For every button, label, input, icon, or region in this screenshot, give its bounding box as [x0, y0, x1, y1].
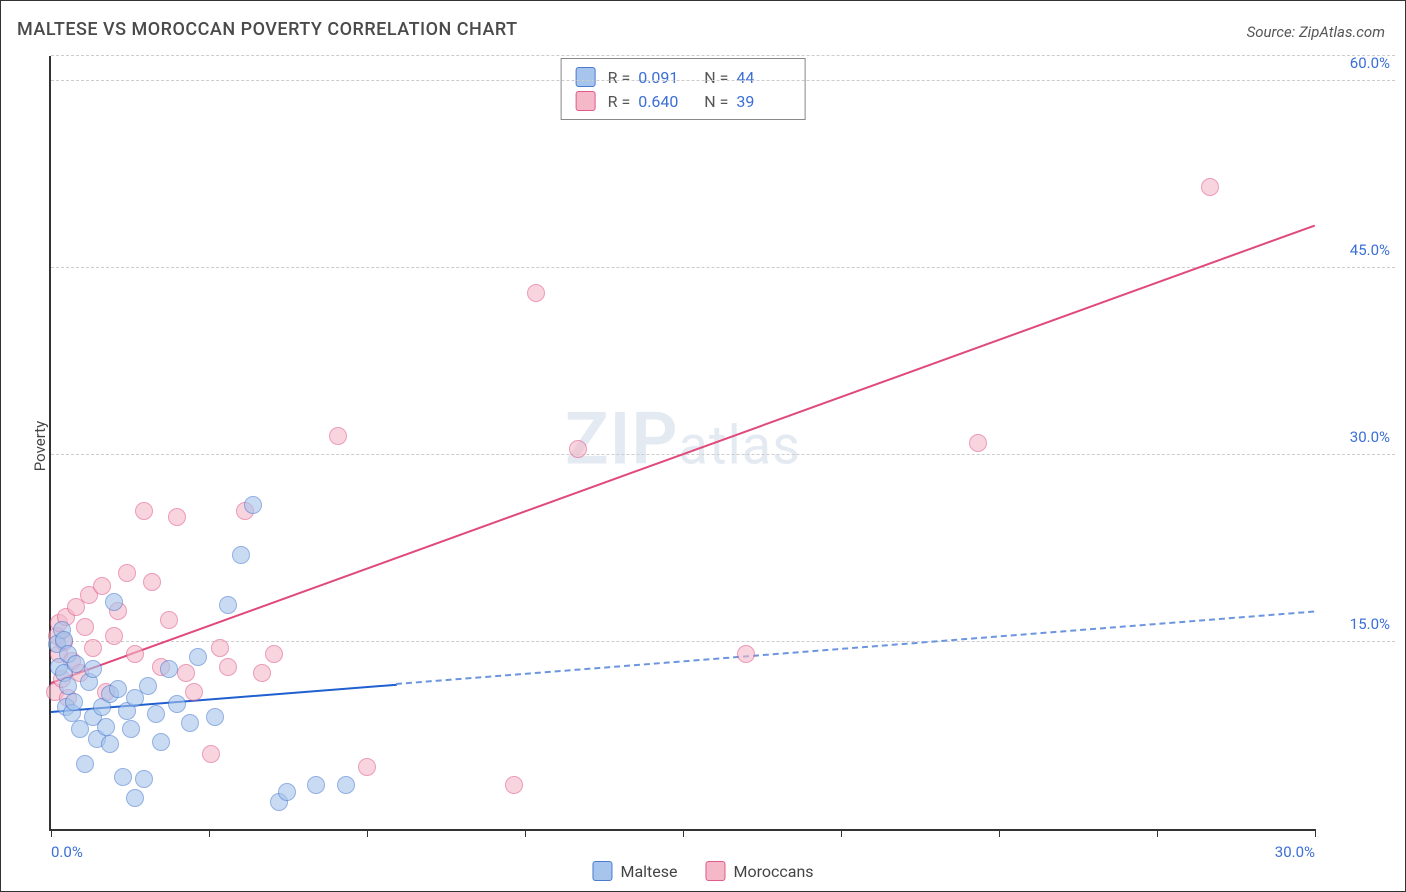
legend-label-moroccans: Moroccans: [734, 862, 814, 881]
gridline: [51, 641, 1395, 642]
gridline: [51, 454, 1395, 455]
r-label: R =: [608, 92, 631, 111]
chart-container: MALTESE VS MOROCCAN POVERTY CORRELATION …: [0, 0, 1406, 892]
x-tick: [841, 829, 842, 837]
watermark: ZIPatlas: [565, 396, 801, 481]
moroccan-point: [329, 427, 347, 445]
moroccan-point: [160, 611, 178, 629]
maltese-point: [181, 714, 199, 732]
moroccan-point: [76, 618, 94, 636]
x-tick-label-min: 0.0%: [51, 843, 83, 861]
moroccan-point: [118, 564, 136, 582]
maltese-point: [147, 705, 165, 723]
maltese-point: [337, 776, 355, 794]
maltese-point: [206, 708, 224, 726]
x-tick: [525, 829, 526, 837]
x-tick-label-max: 30.0%: [1275, 843, 1315, 861]
legend-row-maltese: R = 0.091 N = 44: [576, 65, 791, 89]
maltese-point: [232, 546, 250, 564]
swatch-moroccans: [576, 91, 596, 111]
maltese-point: [244, 496, 262, 514]
maltese-point: [65, 693, 83, 711]
y-axis-label: Poverty: [31, 421, 49, 471]
maltese-point: [101, 735, 119, 753]
moroccan-point: [168, 508, 186, 526]
moroccan-point: [265, 645, 283, 663]
swatch-maltese: [592, 861, 612, 881]
trend-line: [396, 611, 1315, 685]
maltese-point: [76, 755, 94, 773]
x-tick: [1157, 829, 1158, 837]
maltese-point: [84, 660, 102, 678]
legend-row-moroccans: R = 0.640 N = 39: [576, 89, 791, 113]
maltese-point: [135, 770, 153, 788]
maltese-point: [105, 593, 123, 611]
maltese-point: [189, 648, 207, 666]
n-label: N =: [704, 92, 728, 111]
n-value-moroccans: 39: [736, 92, 790, 111]
maltese-point: [97, 718, 115, 736]
gridline: [51, 55, 1395, 56]
source-attribution: Source: ZipAtlas.com: [1247, 23, 1385, 41]
swatch-moroccans: [706, 861, 726, 881]
x-tick: [367, 829, 368, 837]
maltese-point: [114, 768, 132, 786]
maltese-point: [109, 680, 127, 698]
x-tick: [999, 829, 1000, 837]
r-value-maltese: 0.091: [638, 68, 692, 87]
x-tick: [1315, 829, 1316, 837]
maltese-point: [307, 776, 325, 794]
legend-item-maltese: Maltese: [592, 861, 677, 881]
legend-item-moroccans: Moroccans: [706, 861, 814, 881]
x-tick: [683, 829, 684, 837]
r-value-moroccans: 0.640: [638, 92, 692, 111]
maltese-point: [278, 783, 296, 801]
x-tick: [209, 829, 210, 837]
moroccan-point: [737, 645, 755, 663]
plot-area: ZIPatlas R = 0.091 N = 44 R = 0.640 N = …: [49, 56, 1315, 831]
maltese-point: [126, 789, 144, 807]
swatch-maltese: [576, 67, 596, 87]
moroccan-point: [253, 664, 271, 682]
legend-label-maltese: Maltese: [620, 862, 677, 881]
r-label: R =: [608, 68, 631, 87]
y-tick-label: 15.0%: [1350, 615, 1390, 633]
moroccan-point: [177, 664, 195, 682]
maltese-point: [219, 596, 237, 614]
moroccan-point: [185, 683, 203, 701]
moroccan-point: [1201, 178, 1219, 196]
maltese-point: [168, 695, 186, 713]
maltese-point: [160, 660, 178, 678]
maltese-point: [122, 720, 140, 738]
maltese-point: [139, 677, 157, 695]
maltese-point: [67, 655, 85, 673]
moroccan-point: [505, 776, 523, 794]
maltese-point: [152, 733, 170, 751]
moroccan-point: [105, 627, 123, 645]
n-label: N =: [704, 68, 728, 87]
moroccan-point: [202, 745, 220, 763]
moroccan-point: [358, 758, 376, 776]
y-tick-label: 60.0%: [1350, 54, 1390, 72]
x-tick: [51, 829, 52, 837]
moroccan-point: [969, 434, 987, 452]
n-value-maltese: 44: [736, 68, 790, 87]
moroccan-point: [93, 577, 111, 595]
moroccan-point: [126, 645, 144, 663]
series-legend: Maltese Moroccans: [592, 861, 813, 881]
moroccan-point: [84, 639, 102, 657]
moroccan-point: [219, 658, 237, 676]
moroccan-point: [211, 639, 229, 657]
gridline: [51, 80, 1395, 81]
moroccan-point: [569, 440, 587, 458]
y-tick-label: 30.0%: [1350, 428, 1390, 446]
correlation-legend: R = 0.091 N = 44 R = 0.640 N = 39: [561, 58, 806, 120]
moroccan-point: [527, 284, 545, 302]
y-tick-label: 45.0%: [1350, 241, 1390, 259]
moroccan-point: [135, 502, 153, 520]
moroccan-point: [143, 573, 161, 591]
chart-title: MALTESE VS MOROCCAN POVERTY CORRELATION …: [17, 19, 518, 40]
